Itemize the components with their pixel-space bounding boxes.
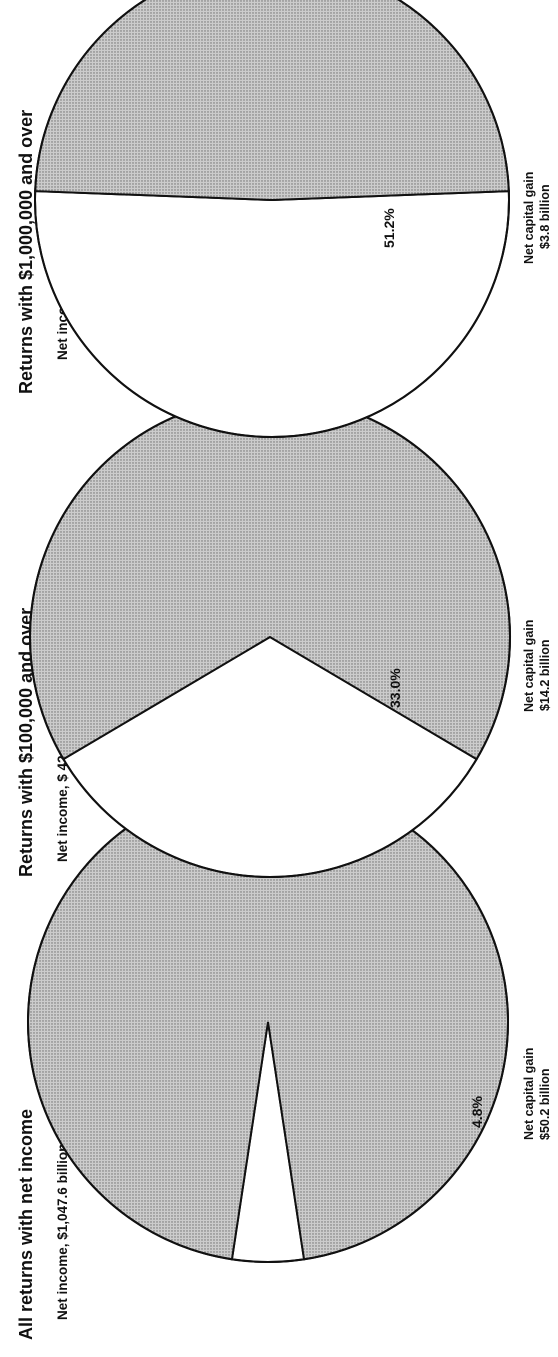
- slice-value-label: 4.8%: [469, 1096, 485, 1128]
- slice-name-label: Net capital gain: [522, 1048, 536, 1140]
- pie-outline: [34, 0, 510, 438]
- slice-amount-label: $14.2 billion: [538, 639, 552, 711]
- slice-value-label: 51.2%: [381, 208, 397, 248]
- pie-slices: [27, 781, 509, 1264]
- slice-name-label: Net capital gain: [522, 620, 536, 712]
- pie-slices: [34, 0, 510, 439]
- pie-chart-100k-returns: Returns with $100,000 and over Net incom…: [16, 396, 552, 878]
- slice-value-label: 33.0%: [387, 668, 403, 708]
- chart-subtitle: Net income, $1,047.6 billion: [55, 1144, 70, 1320]
- pie-chart-1m-returns: Returns with $1,000,000 and over Net inc…: [16, 0, 552, 439]
- slice-name-label: Net capital gain: [522, 172, 536, 264]
- chart-title: All returns with net income: [16, 1109, 36, 1340]
- slice-amount-label: $3.8 billion: [538, 184, 552, 249]
- chart-title: Returns with $1,000,000 and over: [16, 110, 36, 394]
- chart-title: Returns with $100,000 and over: [16, 608, 36, 877]
- net-capital-gain-slice: [34, 190, 510, 439]
- pie-slices: [29, 396, 511, 878]
- pie-chart-all-returns: All returns with net income Net income, …: [16, 781, 552, 1340]
- slice-amount-label: $50.2 billion: [538, 1068, 552, 1140]
